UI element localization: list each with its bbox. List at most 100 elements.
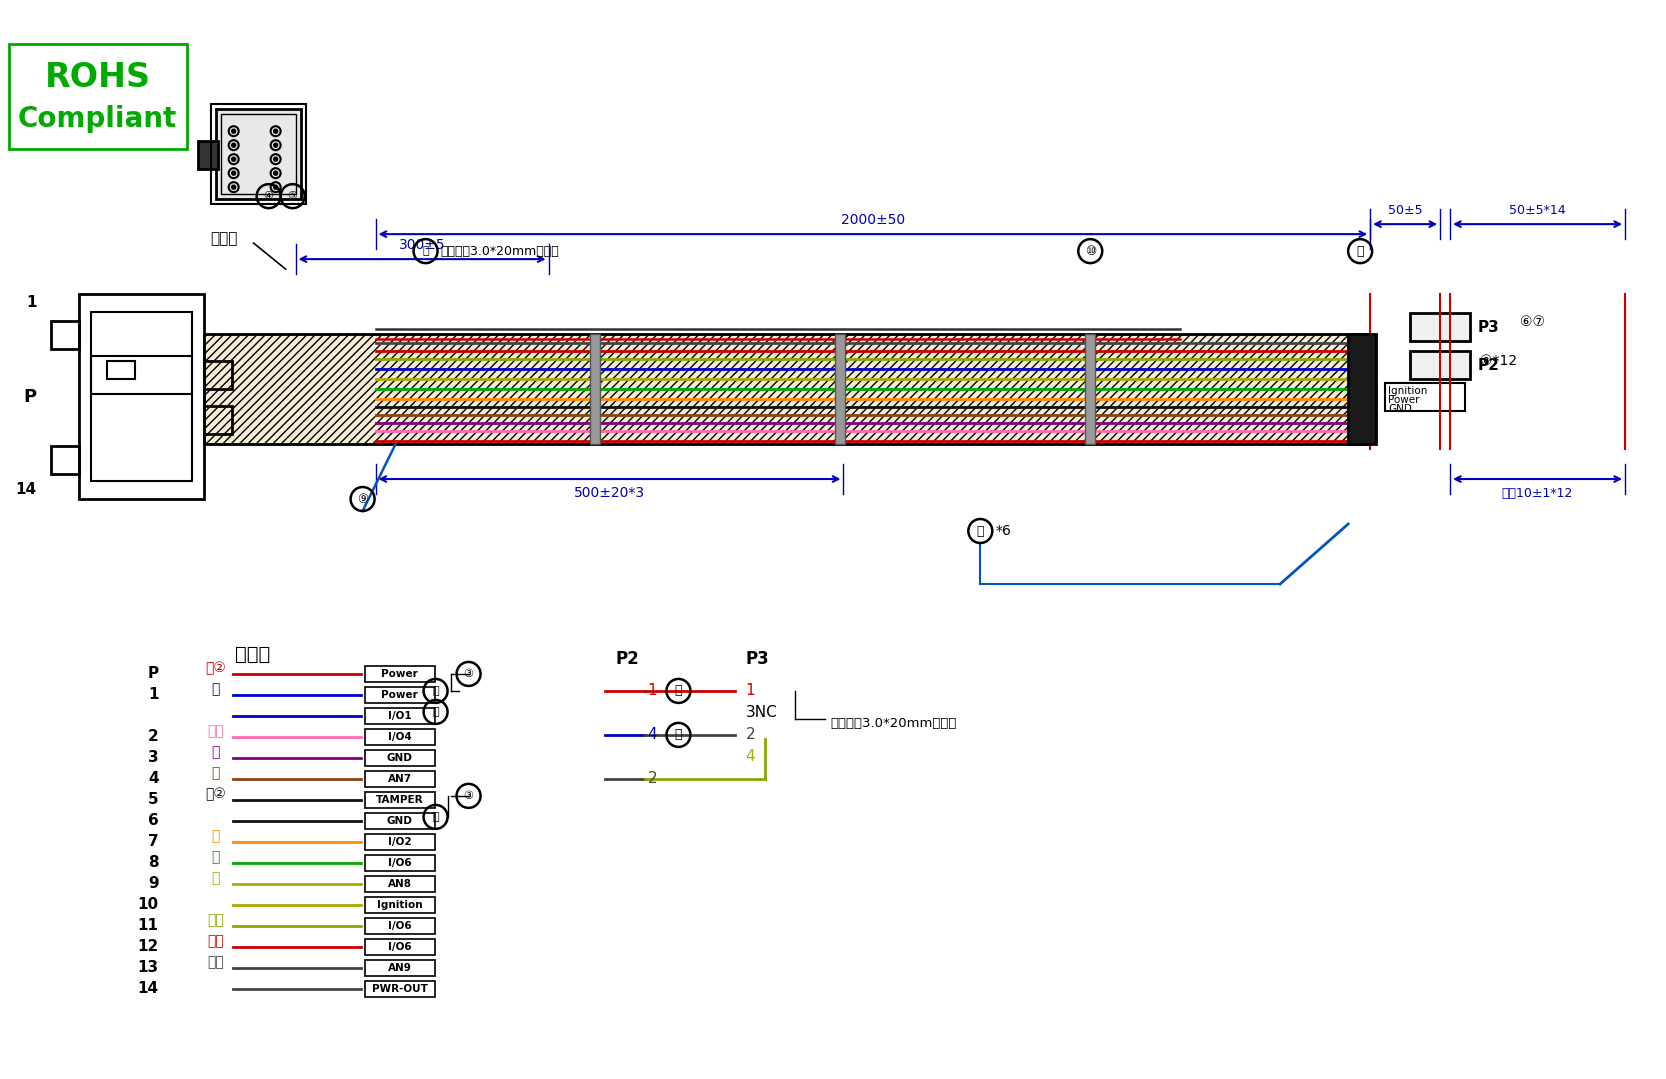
Text: 3: 3 bbox=[148, 750, 158, 765]
Text: I/O6: I/O6 bbox=[388, 942, 412, 952]
Text: P2: P2 bbox=[615, 650, 640, 668]
Text: 紫: 紫 bbox=[212, 745, 220, 759]
Bar bbox=[203, 406, 232, 434]
Text: P: P bbox=[148, 667, 158, 682]
Text: Ignition: Ignition bbox=[377, 900, 423, 910]
Circle shape bbox=[273, 172, 278, 175]
Text: ⑯: ⑯ bbox=[431, 811, 438, 822]
Bar bbox=[365, 812, 435, 829]
Text: ⑮: ⑮ bbox=[431, 686, 438, 696]
Circle shape bbox=[232, 158, 235, 161]
Bar bbox=[365, 687, 435, 702]
Text: 11: 11 bbox=[138, 918, 158, 933]
Bar bbox=[365, 708, 435, 724]
Circle shape bbox=[232, 129, 235, 133]
Bar bbox=[203, 334, 1369, 445]
Text: ⑤: ⑤ bbox=[288, 191, 298, 201]
Text: 12: 12 bbox=[138, 940, 158, 954]
Circle shape bbox=[232, 186, 235, 189]
Text: P3: P3 bbox=[745, 650, 770, 668]
Bar bbox=[365, 792, 435, 808]
Bar bbox=[203, 334, 1369, 445]
Text: 7: 7 bbox=[148, 834, 158, 849]
Text: 10: 10 bbox=[138, 898, 158, 913]
Circle shape bbox=[273, 144, 278, 147]
Text: Compliant: Compliant bbox=[18, 105, 177, 133]
Text: 黑②: 黑② bbox=[205, 787, 227, 801]
Bar bbox=[365, 729, 435, 745]
Text: AN7: AN7 bbox=[388, 774, 412, 783]
Text: 2: 2 bbox=[745, 727, 755, 742]
Text: 蓝: 蓝 bbox=[212, 682, 220, 696]
Text: I/O1: I/O1 bbox=[388, 711, 412, 721]
Bar bbox=[835, 334, 845, 445]
Text: 红②: 红② bbox=[205, 661, 227, 675]
Bar bbox=[1409, 351, 1469, 379]
Bar bbox=[203, 361, 232, 390]
Text: ③: ③ bbox=[463, 791, 473, 801]
Text: AN8: AN8 bbox=[388, 878, 412, 889]
Bar bbox=[107, 361, 135, 379]
Text: 红白: 红白 bbox=[207, 933, 223, 947]
Text: 黄綠: 黄綠 bbox=[207, 913, 223, 927]
Text: 8: 8 bbox=[148, 856, 158, 871]
Text: 黄: 黄 bbox=[212, 871, 220, 885]
Text: 14: 14 bbox=[15, 481, 37, 496]
Text: I/O6: I/O6 bbox=[388, 920, 412, 931]
Circle shape bbox=[273, 129, 278, 133]
Bar bbox=[365, 750, 435, 766]
Text: ⑨: ⑨ bbox=[357, 492, 368, 506]
Bar bbox=[365, 960, 435, 975]
Text: 焊接后加3.0*20mm热缩管: 焊接后加3.0*20mm热缩管 bbox=[440, 245, 560, 258]
Bar bbox=[365, 918, 435, 933]
Text: 50±5: 50±5 bbox=[1388, 204, 1423, 217]
Bar bbox=[8, 44, 187, 149]
Bar bbox=[215, 109, 300, 200]
Bar bbox=[590, 334, 600, 445]
Text: GND: GND bbox=[387, 753, 413, 763]
Text: 4: 4 bbox=[745, 750, 755, 764]
Text: I/O6: I/O6 bbox=[388, 858, 412, 868]
Text: P2: P2 bbox=[1478, 357, 1499, 372]
Bar bbox=[365, 876, 435, 892]
Text: 6: 6 bbox=[148, 814, 158, 829]
Circle shape bbox=[273, 158, 278, 161]
Bar bbox=[365, 939, 435, 955]
Text: 9: 9 bbox=[148, 876, 158, 891]
Text: ⑭: ⑭ bbox=[675, 728, 681, 741]
Bar bbox=[365, 897, 435, 913]
Text: 3NC: 3NC bbox=[745, 706, 776, 721]
Text: P: P bbox=[23, 387, 37, 406]
Bar bbox=[198, 141, 218, 169]
Bar bbox=[1085, 334, 1095, 445]
Text: ⑪: ⑪ bbox=[976, 524, 985, 537]
Text: 300±5: 300±5 bbox=[398, 238, 445, 252]
Bar bbox=[210, 105, 305, 204]
Text: 1: 1 bbox=[148, 687, 158, 702]
Text: 500±20*3: 500±20*3 bbox=[573, 486, 645, 500]
Text: Power: Power bbox=[1388, 395, 1419, 405]
Text: ⑯: ⑯ bbox=[431, 707, 438, 716]
Circle shape bbox=[273, 186, 278, 189]
Text: 1: 1 bbox=[648, 683, 656, 698]
Bar bbox=[50, 446, 78, 474]
Bar bbox=[365, 770, 435, 787]
Bar bbox=[50, 322, 78, 350]
Text: 黑白: 黑白 bbox=[207, 955, 223, 969]
Text: 2: 2 bbox=[148, 729, 158, 745]
Text: 5: 5 bbox=[148, 792, 158, 807]
Text: 橙: 橙 bbox=[212, 829, 220, 843]
Bar bbox=[365, 834, 435, 850]
Bar bbox=[78, 295, 203, 498]
Circle shape bbox=[232, 172, 235, 175]
Circle shape bbox=[232, 144, 235, 147]
Text: P3: P3 bbox=[1478, 319, 1499, 334]
Text: 4: 4 bbox=[148, 771, 158, 787]
Text: 插端面: 插端面 bbox=[210, 232, 238, 247]
Bar bbox=[1409, 313, 1469, 341]
Text: Power: Power bbox=[382, 669, 418, 679]
Text: Power: Power bbox=[382, 689, 418, 700]
Text: GND: GND bbox=[1388, 404, 1413, 414]
Text: 50±5*14: 50±5*14 bbox=[1509, 204, 1566, 217]
Text: ⑭: ⑭ bbox=[675, 684, 681, 697]
